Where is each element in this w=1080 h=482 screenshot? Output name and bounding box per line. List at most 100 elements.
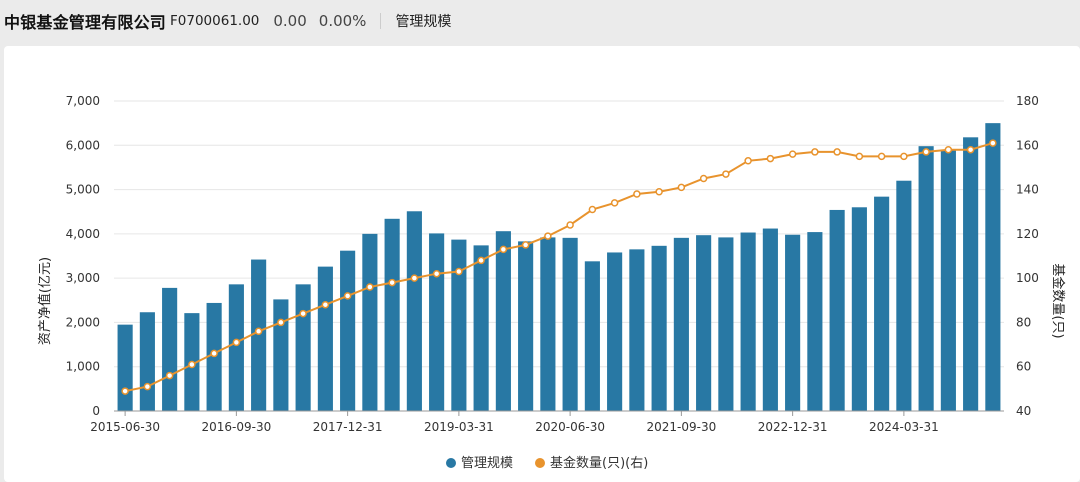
bar[interactable]	[940, 149, 956, 411]
bar[interactable]	[829, 209, 845, 411]
bar[interactable]	[673, 237, 689, 411]
y-tick-label-right: 60	[1016, 360, 1031, 374]
company-name: 中银基金管理有限公司	[4, 13, 167, 32]
bar[interactable]	[651, 245, 667, 411]
bar[interactable]	[963, 137, 979, 412]
bar[interactable]	[317, 266, 333, 411]
value-readout: 0.00	[273, 12, 307, 30]
metric-label[interactable]: 管理规模	[395, 14, 452, 30]
line-point[interactable]	[922, 148, 930, 156]
bar[interactable]	[607, 252, 623, 411]
bar[interactable]	[762, 228, 778, 411]
bar[interactable]	[740, 232, 756, 411]
bar-series	[117, 123, 1001, 412]
line-point[interactable]	[299, 309, 307, 318]
line-point[interactable]	[254, 327, 263, 336]
line-point[interactable]	[677, 183, 686, 192]
bar[interactable]	[162, 287, 178, 411]
y-axis-title-right: 基金数量(只)	[1050, 263, 1066, 338]
line-point[interactable]	[833, 148, 841, 156]
bar[interactable]	[851, 207, 867, 411]
bar[interactable]	[874, 196, 890, 411]
bar[interactable]	[629, 249, 645, 411]
bar[interactable]	[918, 146, 934, 411]
y-tick-label-left: 6,000	[66, 138, 100, 152]
line-point[interactable]	[989, 139, 997, 147]
bar[interactable]	[429, 233, 445, 411]
x-tick-label: 2015-06-30	[90, 420, 160, 434]
bar[interactable]	[340, 250, 356, 411]
line-point[interactable]	[232, 338, 241, 347]
line-point[interactable]	[165, 371, 174, 380]
line-point[interactable]	[521, 241, 530, 249]
bar[interactable]	[718, 237, 734, 411]
legend-label-bar[interactable]: 管理规模	[461, 456, 513, 471]
line-point[interactable]	[499, 245, 508, 254]
line-point[interactable]	[588, 205, 597, 214]
bar[interactable]	[495, 231, 511, 411]
bar[interactable]	[384, 218, 400, 411]
bar[interactable]	[362, 233, 378, 411]
y-tick-label-right: 100	[1016, 271, 1039, 285]
line-point[interactable]	[277, 318, 285, 327]
axes: 0 1,000 2,000 3,000 4,000 5,000 6,000 7,000 40 60…	[66, 94, 1039, 434]
line-point[interactable]	[343, 292, 352, 300]
line-point[interactable]	[766, 154, 775, 163]
line-point[interactable]	[121, 387, 129, 395]
x-tick-label: 2019-03-31	[424, 420, 494, 434]
line-point[interactable]	[321, 300, 330, 309]
bar[interactable]	[451, 239, 467, 411]
line-point[interactable]	[410, 274, 419, 282]
line-point[interactable]	[966, 145, 975, 154]
y-tick-label-left: 0	[92, 404, 100, 418]
bar[interactable]	[562, 237, 578, 411]
bar[interactable]	[518, 241, 534, 411]
line-point[interactable]	[811, 148, 819, 156]
header-bar: 中银基金管理有限公司 F0700061.00 0.00 0.00% 管理规模	[0, 0, 1080, 42]
line-point[interactable]	[388, 278, 396, 287]
bar[interactable]	[985, 123, 1001, 412]
line-point[interactable]	[544, 232, 552, 240]
legend-label-line[interactable]: 基金数量(只)(右)	[550, 455, 648, 471]
line-series	[121, 139, 997, 395]
line-point[interactable]	[455, 267, 463, 276]
line-point[interactable]	[722, 170, 730, 178]
bar[interactable]	[406, 211, 422, 411]
bar[interactable]	[584, 261, 600, 411]
bar[interactable]	[896, 180, 912, 411]
line-point[interactable]	[188, 360, 196, 369]
line-point[interactable]	[655, 188, 663, 196]
line-point[interactable]	[944, 145, 953, 154]
line-point[interactable]	[855, 152, 864, 161]
bar[interactable]	[117, 324, 133, 411]
bar[interactable]	[139, 312, 155, 411]
line-point[interactable]	[900, 152, 908, 161]
line-point[interactable]	[566, 221, 574, 229]
bar[interactable]	[540, 237, 556, 411]
bar[interactable]	[807, 232, 823, 411]
bar[interactable]	[251, 259, 267, 411]
y-tick-label-left: 7,000	[66, 94, 100, 108]
fund-code: F0700061.00	[170, 13, 260, 29]
y-tick-label-left: 4,000	[66, 227, 100, 241]
bar[interactable]	[273, 299, 289, 411]
line-point[interactable]	[477, 256, 485, 265]
bar[interactable]	[696, 235, 712, 411]
line-point[interactable]	[432, 269, 441, 278]
line-point[interactable]	[744, 157, 752, 165]
x-tick-label: 2016-09-30	[202, 420, 272, 434]
line-point[interactable]	[699, 174, 708, 183]
line-point[interactable]	[143, 382, 152, 391]
bar[interactable]	[295, 284, 311, 411]
y-tick-label-right: 40	[1016, 404, 1031, 418]
line-point[interactable]	[610, 199, 619, 207]
bar[interactable]	[228, 284, 244, 411]
line-point[interactable]	[366, 283, 374, 291]
x-tick-label: 2020-06-30	[535, 420, 605, 434]
line-point[interactable]	[210, 349, 218, 358]
line-point[interactable]	[877, 152, 886, 161]
bar[interactable]	[473, 245, 489, 411]
bar[interactable]	[785, 234, 801, 411]
line-point[interactable]	[633, 190, 641, 198]
line-point[interactable]	[788, 150, 797, 158]
